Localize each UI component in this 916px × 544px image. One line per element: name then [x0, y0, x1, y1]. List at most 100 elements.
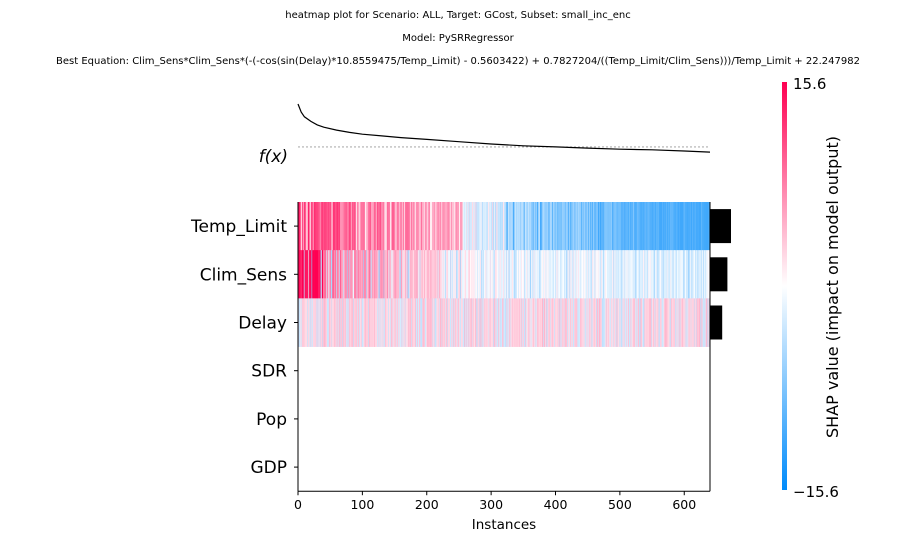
heatmap-cell: [390, 202, 392, 251]
heatmap-cell: [527, 202, 529, 251]
heatmap-cell: [704, 202, 706, 251]
heatmap-cell: [415, 298, 417, 347]
heatmap-cell: [302, 298, 304, 347]
heatmap-cell: [433, 298, 435, 347]
heatmap-cell: [701, 298, 703, 347]
heatmap-cell: [437, 298, 439, 347]
heatmap-cell: [513, 298, 515, 347]
heatmap-cell: [473, 298, 475, 347]
heatmap-cell: [424, 298, 426, 347]
heatmap-cell: [532, 202, 535, 251]
heatmap-cell: [448, 250, 450, 299]
heatmap-cell: [484, 250, 486, 299]
heatmap-cell: [480, 202, 482, 251]
heatmap-cell: [497, 202, 499, 251]
heatmap-cell: [619, 250, 621, 299]
heatmap-cell: [558, 202, 560, 251]
heatmap-cell: [434, 202, 436, 251]
heatmap-cell: [600, 298, 602, 347]
heatmap-cell: [423, 250, 425, 299]
heatmap-cell: [684, 202, 686, 251]
heatmap-cell: [583, 298, 585, 347]
heatmap-cell: [637, 250, 639, 299]
heatmap-cell: [316, 298, 318, 347]
heatmap-cell: [552, 298, 554, 347]
heatmap-cell: [663, 202, 665, 251]
importance-bars: [710, 209, 731, 340]
heatmap-cell: [382, 202, 385, 251]
heatmap-cell: [560, 202, 562, 251]
heatmap-cell: [317, 250, 319, 299]
heatmap-cell: [451, 250, 453, 299]
heatmap-cell: [523, 202, 525, 251]
heatmap-cell: [450, 298, 452, 347]
heatmap-cell: [404, 298, 406, 347]
heatmap-cell: [392, 202, 394, 251]
heatmap-cell: [440, 298, 442, 347]
heatmap-cell: [334, 202, 336, 251]
heatmap-cell: [569, 250, 571, 299]
heatmap-cell: [319, 250, 321, 299]
heatmap-cell: [351, 202, 353, 251]
heatmap-cell: [308, 202, 310, 251]
heatmap-cell: [428, 298, 430, 347]
heatmap-cell: [538, 202, 540, 251]
heatmap-cell: [542, 202, 544, 251]
heatmap-cell: [361, 250, 363, 299]
heatmap-cell: [554, 298, 556, 347]
heatmap-cell: [663, 298, 665, 347]
heatmap-cell: [314, 250, 316, 299]
heatmap-cell: [315, 298, 317, 347]
heatmap-cell: [380, 298, 382, 347]
heatmap-cell: [556, 250, 558, 299]
heatmap-cell: [521, 250, 523, 299]
heatmap-cell: [667, 298, 669, 347]
heatmap-cell: [468, 250, 470, 299]
heatmap-cell: [400, 250, 402, 299]
heatmap-cell: [652, 250, 654, 299]
heatmap-cell: [682, 298, 684, 347]
heatmap-cell: [603, 250, 605, 299]
heatmap-cell: [650, 202, 652, 251]
heatmap-cell: [332, 250, 334, 299]
heatmap-cell: [589, 298, 591, 347]
heatmap-cell: [457, 250, 459, 299]
heatmap-cell: [551, 250, 553, 299]
heatmap-cell: [677, 298, 679, 347]
heatmap-cell: [326, 250, 329, 299]
heatmap-cell: [365, 202, 367, 251]
heatmap-cell: [616, 298, 618, 347]
heatmap-cell: [343, 298, 345, 347]
heatmap-cell: [510, 298, 512, 347]
heatmap-cell: [458, 298, 460, 347]
heatmap-cell: [529, 298, 531, 347]
heatmap-cell: [440, 298, 442, 347]
heatmap-cell: [670, 298, 672, 347]
heatmap-cell: [421, 202, 423, 251]
heatmap-cell: [494, 298, 496, 347]
heatmap-cell: [490, 202, 492, 251]
heatmap-cell: [505, 298, 507, 347]
heatmap-cell: [482, 298, 484, 347]
heatmap-cell: [691, 250, 694, 299]
heatmap-cell: [529, 250, 531, 299]
heatmap-cell: [654, 250, 656, 299]
heatmap-cell: [312, 250, 314, 299]
heatmap-cell: [336, 298, 338, 347]
heatmap-cell: [676, 298, 678, 347]
heatmap-cell: [355, 202, 357, 251]
heatmap-cell: [467, 250, 469, 299]
heatmap-cell: [407, 298, 409, 347]
heatmap-cell: [310, 298, 312, 347]
heatmap-cell: [622, 250, 624, 299]
heatmap-cell: [500, 250, 502, 299]
heatmap-cell: [649, 250, 651, 299]
heatmap-cell: [464, 298, 466, 347]
heatmap-cell: [532, 298, 535, 347]
heatmap-cell: [697, 202, 699, 251]
heatmap-cell: [610, 202, 612, 251]
heatmap-cell: [672, 298, 674, 347]
heatmap-cell: [579, 298, 581, 347]
heatmap-cell: [384, 250, 386, 299]
colorbar-min-label: −15.6: [793, 483, 839, 501]
